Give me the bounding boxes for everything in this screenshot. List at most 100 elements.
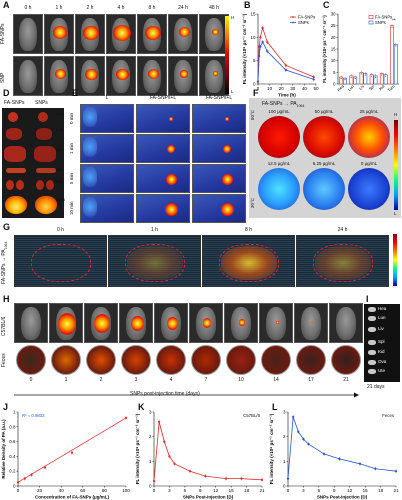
panel-a-time-label: 4 h [117,5,125,11]
mouse-image-tile [13,14,43,54]
dish-concentration-label: 50 μg/mL [314,109,334,114]
x-tick-label: 80 [102,488,108,493]
data-point [307,442,310,446]
thermal-signal [83,167,97,187]
bar-point [364,74,366,76]
fluorescence-signal [178,27,190,38]
panel-i-label: I [366,294,369,304]
thermal-image-tile [80,164,134,193]
bar [343,77,347,85]
x-tick-label: 60 [80,488,86,493]
kidney-organ [16,180,24,190]
data-point [124,416,128,420]
panel-f-colorbar-low: L [394,211,397,216]
panel-c-label: C [323,0,330,10]
mouse-image-tile [199,14,229,54]
legend-label: FA-SNPs [298,15,315,20]
legend-swatch [368,20,374,25]
thermal-signal [221,173,233,185]
panel-h-xlabel: SNPs post-injection time (days) [130,391,200,397]
pa-dish [258,168,300,210]
panel-g-time-label: 1 h [151,227,158,233]
bar-point [374,76,377,78]
x-tick-label: 15 [363,488,369,493]
mouse-image-tile [75,56,105,96]
fluorescence-signal [94,314,110,334]
x-axis-label: SNPs Post-injection (D) [317,495,368,500]
bar-point [381,74,383,76]
thermal-signal [164,202,178,216]
mouse-image-tile [168,14,198,54]
kidney-organ [46,180,54,190]
fluorescence-signal [147,69,159,80]
fluorescence-signal [311,321,313,324]
y-tick-label: 5 [333,70,336,75]
feces-dish [296,345,326,375]
panel-f-title: FA-SNPs → PA1064 [262,101,305,108]
photoacoustic-image-tile [108,235,201,287]
organ-label: Lun [378,315,386,320]
x-tick-label: 0 [17,488,20,493]
y-tick-label: 0 [283,484,286,489]
data-point [224,477,228,480]
panel-g-time-label: 0 h [57,227,64,233]
panel-e-label: E [72,88,79,98]
panel-b-label: B [244,0,251,10]
mouse-image-tile [119,303,153,343]
fluorescence-signal [53,26,67,39]
data-point [312,78,315,81]
panel-h-day-label: 21 [343,377,349,383]
x-tick-label: Kid [378,84,386,92]
panel-e-row-label: 5 min [69,173,74,185]
data-point [258,54,261,58]
y-tick-label: 2 [149,434,152,439]
panel-g-label: G [3,222,11,232]
mouse-silhouette [205,60,223,93]
y-tick-label: 0 [13,484,16,489]
data-point [394,470,398,473]
fluorescence-signal [203,318,211,328]
tumor-organ [35,196,57,214]
feces-dish [86,345,116,375]
x-tick-label: 20 [279,86,285,91]
y-tick-label: 0 [333,82,336,87]
thermal-image-tile [136,104,190,133]
fluorescence-signal [180,70,188,78]
organ-label: Kid [378,349,385,354]
x-tick-label: 18 [378,488,384,493]
y-tick-label: 0 [253,82,256,87]
data-point [261,26,264,30]
y-axis-label: FL intensity (×10⁸ ps⁻¹ cm⁻² sr⁻¹) [322,15,327,83]
pa-dish [348,168,390,210]
y-tick-label: 0 [149,484,152,489]
photoacoustic-image-tile [202,235,295,287]
panel-h-day-label: 10 [238,377,244,383]
organ-label: Liv [378,326,384,331]
legend-swatch [368,15,374,19]
y-tick-label: 2 [283,434,286,439]
data-point [240,477,243,480]
kidney-organ [36,180,44,190]
legend-label: SNPs [375,20,386,25]
organ-label: Hea [378,306,387,311]
thermal-image-tile [80,104,134,133]
panel-k-label: K [138,402,145,412]
x-tick-label: 0 [257,86,260,91]
y-tick-label: 0.2 [9,469,16,474]
data-point [302,438,305,441]
data-point [292,415,295,419]
x-tick-label: 50 [313,86,319,91]
panel-a-row-label-fa: FA-SNPs [0,23,6,45]
x-tick-label: 40 [302,86,308,91]
organ-label: Tum [56,197,65,202]
bar-point [391,26,393,28]
tumor-outline [31,244,91,282]
thermal-image-tile [192,104,246,133]
fluorescence-signal [115,68,129,81]
x-tick-label: 12 [213,488,219,493]
panel-d-organs-image [2,108,64,218]
x-tick-label: Liv [358,84,365,91]
significance-marker: ** [392,18,396,23]
x-axis-label: Concentration of FA-SNPs (μg/mL) [35,495,110,500]
bar-point [340,77,342,80]
